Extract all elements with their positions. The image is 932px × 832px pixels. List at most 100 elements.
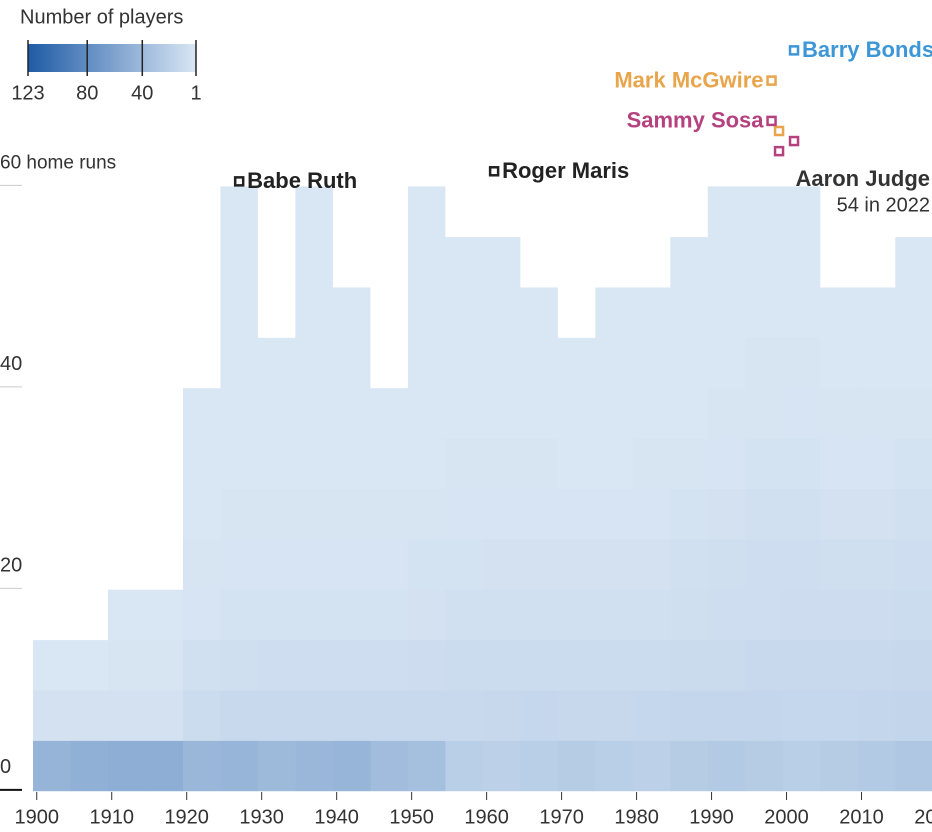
heat-cell [70,337,109,389]
x-tick-label: 2020 [914,806,932,828]
heat-cell [445,740,484,792]
heat-cell [670,387,709,439]
heat-cell [332,740,371,792]
heat-cell [182,387,221,439]
heat-cell [482,236,521,288]
heat-cell [857,337,896,389]
heat-cell [182,236,221,288]
heat-cell [407,236,446,288]
heat-cell [107,589,146,641]
heat-cell [220,438,259,489]
heat-cell [670,236,709,288]
heat-cell [370,539,409,590]
player-marker [788,45,800,56]
heat-cell [745,539,784,590]
heat-cell [70,186,109,238]
heat-cell [482,589,521,641]
heat-cell [595,488,634,540]
heat-cell [332,589,371,641]
heat-cell [482,337,521,389]
heat-cell [145,387,184,439]
heat-cell [557,337,596,389]
heat-cell [670,186,709,238]
player-marker [773,125,785,137]
heat-cell [670,690,709,741]
heat-cell [70,539,109,590]
heat-cell [520,337,559,389]
heat-cell [370,387,409,439]
heat-cell [220,337,259,389]
heat-cell [782,236,821,288]
heat-cell [557,690,596,741]
heat-cell [895,488,932,540]
heat-cell [107,639,146,691]
heat-cell [820,488,859,540]
heat-cell [445,589,484,641]
heat-cell [632,589,671,641]
heat-cell [445,236,484,288]
heat-cell [782,287,821,338]
heat-cell [745,488,784,540]
heat-cell [370,186,409,238]
annotation-title: Aaron Judge [796,166,930,191]
heat-cell [895,236,932,288]
heat-cell [295,438,334,489]
heat-cell [107,236,146,288]
heat-cell [557,740,596,792]
heat-cell [32,589,71,641]
heat-cell [557,186,596,238]
heat-cell [370,690,409,741]
x-tick-label: 1950 [389,806,434,828]
heat-cell [595,740,634,792]
heat-cell [632,186,671,238]
heat-cell [707,639,746,691]
heat-cell [595,639,634,691]
heat-cell [295,387,334,439]
heat-cell [670,488,709,540]
heat-cell [782,639,821,691]
heat-cell [820,539,859,590]
heat-cell [445,337,484,389]
heat-cell [782,488,821,540]
colorbar-tick-label: 1 [190,82,201,104]
heat-cell [407,539,446,590]
player-label: Mark McGwire [614,67,763,92]
heat-cell [257,690,296,741]
heat-cell [595,337,634,389]
heat-cell [32,186,71,238]
heat-cell [895,287,932,338]
heat-cell [257,740,296,792]
heat-cell [632,639,671,691]
heat-cell [895,740,932,792]
heat-cell [595,287,634,338]
heat-cell [407,488,446,540]
heat-cell [482,690,521,741]
heat-cell [820,387,859,439]
heat-cell [595,539,634,590]
heat-cell [145,236,184,288]
heat-cell [782,690,821,741]
heat-cell [520,589,559,641]
heat-cell [407,287,446,338]
heat-cell [332,488,371,540]
heat-cell [707,488,746,540]
heat-cell [520,287,559,338]
heat-cell [782,740,821,792]
heat-cell [520,236,559,288]
heat-cell [370,236,409,288]
heat-cell [145,287,184,338]
heat-cell [295,639,334,691]
colorbar-tick-label: 80 [76,82,98,104]
heat-cell [857,387,896,439]
annotation-text: 54 in 2022 [837,194,930,216]
player-marker [788,135,800,147]
heat-cell [32,488,71,540]
colorbar [28,44,196,72]
heat-cell [820,438,859,489]
heat-cell [632,236,671,288]
heat-cell [895,539,932,590]
heat-cell [445,438,484,489]
x-tick-label: 1960 [464,806,509,828]
